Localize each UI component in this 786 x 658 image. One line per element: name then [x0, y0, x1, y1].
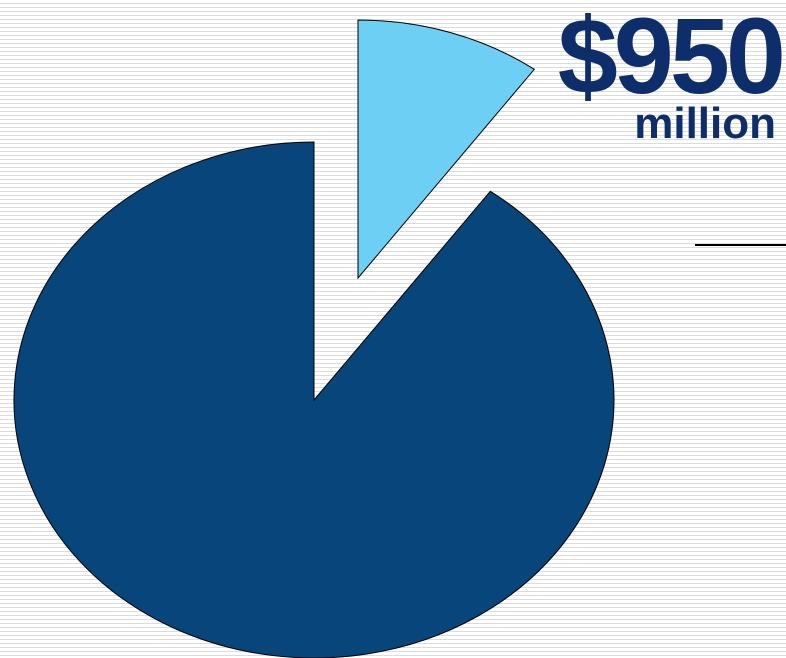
callout-annotation: $950 million — [557, 0, 786, 148]
callout-value: $950 — [557, 0, 786, 116]
callout-unit: million — [634, 99, 776, 148]
pie-slices — [13, 19, 615, 658]
pie-slice-exploded — [357, 19, 536, 280]
pie-slice-main — [13, 141, 615, 658]
